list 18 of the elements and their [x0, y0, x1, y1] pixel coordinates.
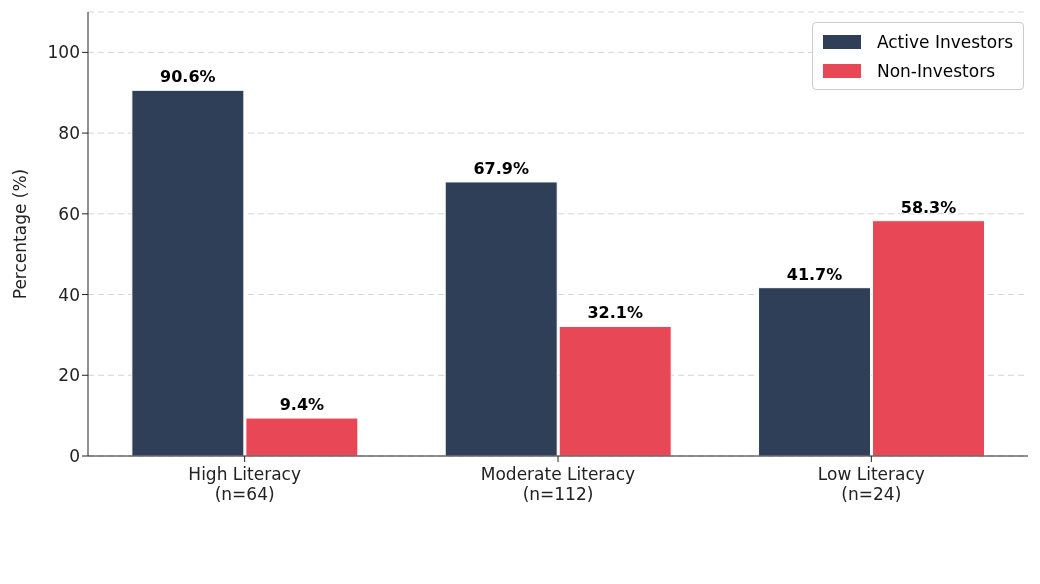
- data-label: 41.7%: [786, 264, 843, 284]
- data-label: 90.6%: [160, 67, 216, 87]
- y-tick-label: 20: [58, 365, 80, 386]
- y-tick-label: 40: [58, 284, 80, 305]
- data-label: 32.1%: [587, 303, 643, 323]
- y-tick-label: 80: [58, 123, 80, 144]
- x-tick-label: Moderate Literacy (n=112): [480, 464, 636, 504]
- data-label: 58.3%: [900, 197, 957, 217]
- y-tick-label: 60: [58, 203, 80, 224]
- x-tick-label: Low Literacy (n=24): [817, 464, 925, 504]
- legend-label: Active Investors: [876, 31, 1013, 52]
- y-axis-title: Percentage (%): [10, 168, 31, 300]
- y-tick-label: 100: [47, 42, 80, 63]
- data-label: 9.4%: [279, 395, 325, 415]
- legend-label: Non-Investors: [876, 60, 996, 81]
- x-tick-label: High Literacy (n=64): [188, 464, 301, 504]
- data-label: 67.9%: [473, 158, 529, 178]
- y-tick-label: 0: [69, 446, 80, 467]
